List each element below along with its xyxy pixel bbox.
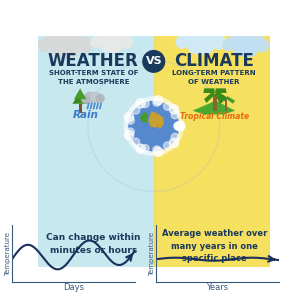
Circle shape bbox=[153, 98, 160, 106]
Circle shape bbox=[234, 34, 256, 56]
Circle shape bbox=[176, 122, 185, 131]
Circle shape bbox=[82, 95, 89, 103]
Bar bbox=[225, 98, 227, 111]
Circle shape bbox=[124, 97, 183, 155]
Circle shape bbox=[153, 146, 160, 154]
Circle shape bbox=[176, 36, 188, 48]
Text: VS: VS bbox=[146, 56, 162, 66]
Polygon shape bbox=[215, 88, 226, 93]
Bar bbox=[79, 104, 82, 113]
Circle shape bbox=[197, 38, 213, 54]
Polygon shape bbox=[74, 88, 86, 99]
Circle shape bbox=[39, 39, 52, 52]
Circle shape bbox=[101, 40, 113, 52]
Circle shape bbox=[132, 138, 140, 146]
Text: CLIMATE: CLIMATE bbox=[174, 52, 254, 70]
Circle shape bbox=[136, 144, 145, 153]
Circle shape bbox=[234, 43, 247, 56]
Circle shape bbox=[182, 29, 198, 45]
Circle shape bbox=[211, 35, 225, 49]
Circle shape bbox=[242, 41, 257, 56]
Y-axis label: Temperature: Temperature bbox=[148, 232, 154, 275]
Circle shape bbox=[96, 94, 104, 102]
Circle shape bbox=[109, 39, 122, 52]
Circle shape bbox=[246, 32, 263, 49]
Text: WEATHER: WEATHER bbox=[48, 52, 139, 70]
Circle shape bbox=[229, 33, 243, 48]
Polygon shape bbox=[226, 96, 235, 104]
Circle shape bbox=[169, 138, 178, 148]
Circle shape bbox=[188, 39, 202, 53]
Circle shape bbox=[45, 31, 62, 49]
Circle shape bbox=[85, 92, 96, 103]
Polygon shape bbox=[203, 88, 215, 93]
Text: Can change within
minutes or hours: Can change within minutes or hours bbox=[46, 233, 141, 255]
Circle shape bbox=[255, 39, 268, 52]
Circle shape bbox=[76, 38, 92, 53]
Circle shape bbox=[124, 112, 134, 122]
Polygon shape bbox=[38, 36, 154, 267]
Polygon shape bbox=[193, 101, 235, 115]
Polygon shape bbox=[215, 92, 224, 104]
Text: Rain: Rain bbox=[73, 110, 98, 120]
Text: Tropical Climate: Tropical Climate bbox=[180, 112, 249, 121]
Circle shape bbox=[171, 111, 179, 119]
Circle shape bbox=[223, 40, 234, 51]
Circle shape bbox=[121, 36, 132, 48]
Circle shape bbox=[101, 32, 122, 52]
Text: Average weather over
many years in one
specific place: Average weather over many years in one s… bbox=[161, 229, 267, 263]
Y-axis label: Temperature: Temperature bbox=[4, 232, 10, 275]
Circle shape bbox=[164, 142, 171, 150]
Circle shape bbox=[61, 41, 79, 58]
Text: LONG-TERM PATTERN
OF WEATHER: LONG-TERM PATTERN OF WEATHER bbox=[172, 70, 256, 85]
Polygon shape bbox=[140, 112, 148, 123]
Circle shape bbox=[188, 30, 212, 54]
Circle shape bbox=[174, 122, 182, 130]
Polygon shape bbox=[219, 96, 226, 104]
Bar bbox=[87, 97, 100, 103]
Circle shape bbox=[141, 145, 149, 152]
Circle shape bbox=[129, 101, 178, 151]
Circle shape bbox=[141, 100, 149, 108]
Circle shape bbox=[154, 96, 163, 105]
Circle shape bbox=[96, 31, 110, 45]
Circle shape bbox=[201, 28, 219, 46]
Circle shape bbox=[169, 105, 178, 114]
Circle shape bbox=[127, 116, 134, 124]
Circle shape bbox=[164, 103, 171, 110]
Circle shape bbox=[91, 92, 100, 101]
Circle shape bbox=[112, 30, 127, 46]
Circle shape bbox=[136, 99, 145, 108]
Circle shape bbox=[52, 32, 78, 58]
Polygon shape bbox=[148, 112, 159, 127]
Polygon shape bbox=[215, 92, 227, 101]
Bar bbox=[213, 94, 217, 111]
Text: SHORT-TERM STATE OF
THE ATMOSPHERE: SHORT-TERM STATE OF THE ATMOSPHERE bbox=[49, 70, 138, 85]
Polygon shape bbox=[156, 114, 164, 129]
Circle shape bbox=[154, 147, 163, 157]
Circle shape bbox=[66, 30, 85, 50]
Circle shape bbox=[171, 133, 179, 141]
Circle shape bbox=[143, 51, 165, 72]
Polygon shape bbox=[72, 92, 88, 104]
X-axis label: Years: Years bbox=[206, 284, 229, 292]
Circle shape bbox=[174, 122, 182, 130]
Circle shape bbox=[127, 128, 134, 136]
X-axis label: Days: Days bbox=[63, 284, 84, 292]
Circle shape bbox=[91, 37, 101, 47]
Circle shape bbox=[52, 42, 67, 57]
Circle shape bbox=[124, 130, 134, 140]
Circle shape bbox=[176, 122, 185, 131]
Circle shape bbox=[132, 106, 140, 114]
Polygon shape bbox=[154, 36, 270, 267]
Polygon shape bbox=[204, 92, 215, 103]
